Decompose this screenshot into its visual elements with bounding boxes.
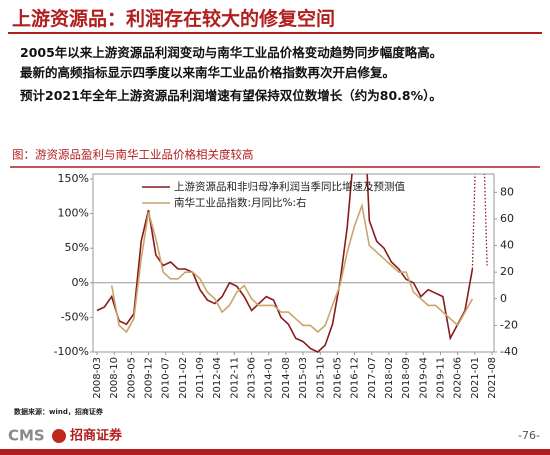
y2-tick-label: 0 (500, 292, 507, 305)
x-tick-label: 2019-11 (435, 357, 446, 399)
x-tick-label: 2015-10 (315, 357, 326, 399)
y-tick-label: 0% (72, 276, 89, 289)
x-tick-label: 2018-09 (401, 357, 412, 399)
logo-icon (52, 429, 66, 443)
x-tick-label: 2012-04 (212, 357, 223, 399)
x-tick-label: 2008-03 (92, 357, 103, 399)
bullet: 最新的高频指标显示四季度以来南华工业品价格指数再次开启修复。 (20, 65, 396, 80)
y-tick-label: -100% (54, 345, 89, 358)
bullet: 预计2021年全年上游资源品利润增速有望保持双位数增长（约为80.8%）。 (20, 88, 442, 103)
x-tick-label: 2016-05 (332, 357, 343, 399)
footer-bar (0, 449, 550, 455)
y2-tick-label: -20 (500, 318, 518, 331)
bullet: 2005年以来上游资源品利润变动与南华工业品价格变动趋势同步幅度略高。 (20, 45, 443, 60)
y2-tick-label: 20 (500, 265, 514, 278)
chart-title: 图：游资源品盈利与南华工业品价格相关度较高 (12, 148, 254, 162)
x-tick-label: 2016-12 (350, 357, 361, 399)
x-tick-label: 2015-03 (298, 357, 309, 399)
legend-label: 南华工业品指数:月同比%:右 (174, 196, 307, 209)
x-tick-label: 2010-07 (161, 357, 172, 399)
y2-tick-label: 40 (500, 239, 514, 252)
x-tick-label: 2011-02 (178, 357, 189, 399)
y-tick-label: 100% (58, 207, 89, 220)
x-tick-label: 2018-02 (384, 357, 395, 399)
title-rule (8, 32, 542, 34)
plot-frame (92, 173, 495, 353)
y-tick-label: 150% (58, 172, 89, 185)
x-tick-label: 2021-01 (470, 357, 481, 399)
x-tick-label: 2020-06 (453, 357, 464, 399)
x-tick-label: 2019-04 (418, 357, 429, 399)
page-number: -76- (518, 429, 540, 442)
series-line (110, 202, 474, 334)
logo: CMS (8, 427, 45, 445)
brand: 招商证券 (70, 428, 123, 444)
x-tick-label: 2013-06 (247, 357, 258, 399)
legend-label: 上游资源品和非归母净利润当季同比增速及预测值 (174, 180, 405, 193)
x-tick-label: 2012-11 (229, 357, 240, 399)
source: 数据来源：wind，招商证券 (14, 407, 104, 416)
x-tick-label: 2014-08 (281, 357, 292, 399)
series-line (471, 174, 488, 270)
x-tick-label: 2021-08 (487, 357, 498, 399)
x-tick-label: 2014-01 (264, 357, 275, 399)
x-tick-label: 2009-05 (126, 357, 137, 399)
y2-tick-label: 80 (500, 185, 514, 198)
x-tick-label: 2009-12 (144, 357, 155, 399)
y-tick-label: -50% (61, 310, 89, 323)
x-tick-label: 2017-07 (367, 357, 378, 399)
slide-title: 上游资源品：利润存在较大的修复空间 (12, 8, 336, 30)
plot-lines (96, 174, 488, 353)
y-tick-label: 50% (65, 241, 89, 254)
x-tick-label: 2011-09 (195, 357, 206, 399)
y2-tick-label: 60 (500, 212, 514, 225)
x-tick-label: 2008-10 (109, 357, 120, 399)
y2-tick-label: -40 (500, 345, 518, 358)
